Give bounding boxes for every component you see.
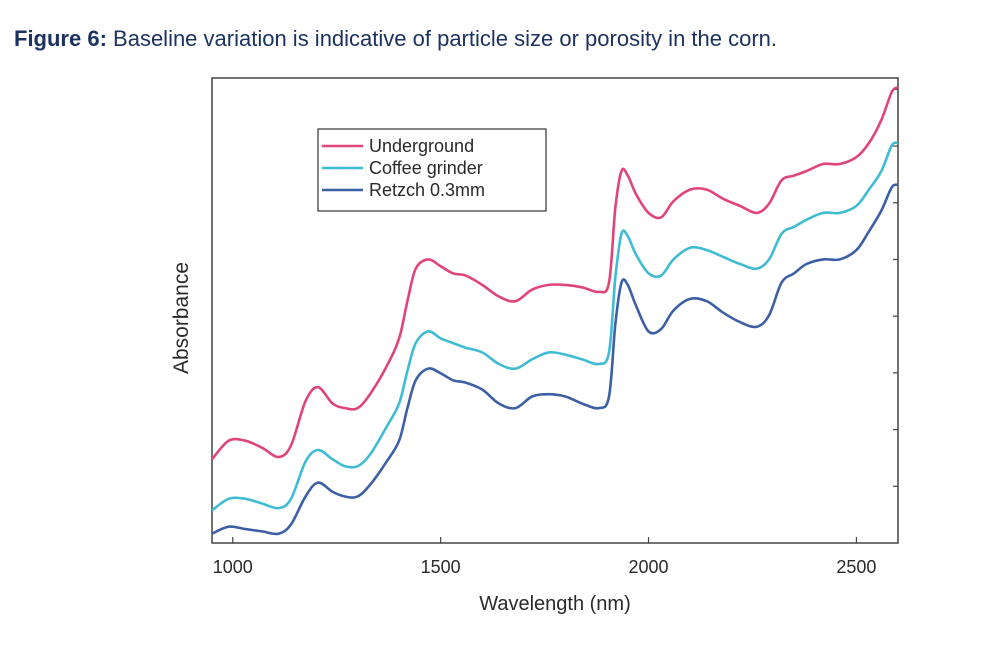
figure-caption-text: Baseline variation is indicative of part… <box>113 26 778 51</box>
x-axis-label: Wavelength (nm) <box>479 593 631 615</box>
legend-label-retzch: Retzch 0.3mm <box>369 180 485 200</box>
x-tick-label-2000: 2000 <box>629 557 669 577</box>
legend-label-underground: Underground <box>369 136 474 156</box>
y-axis-label: Absorbance <box>170 262 193 374</box>
x-axis-ticks: 1000 1500 2000 2500 <box>213 537 876 577</box>
x-tick-label-2500: 2500 <box>836 557 876 577</box>
series-line-underground <box>211 86 899 461</box>
legend-label-coffee-grinder: Coffee grinder <box>369 158 483 178</box>
series-line-coffee-grinder <box>211 141 899 512</box>
series-line-retzch-0-3mm <box>211 183 899 536</box>
figure-caption-prefix: Figure 6: <box>14 26 107 51</box>
x-tick-label-1500: 1500 <box>421 557 461 577</box>
figure-caption: Figure 6: Baseline variation is indicati… <box>14 26 777 52</box>
plot-area-frame <box>211 77 899 544</box>
legend-box <box>317 128 547 212</box>
series-layer <box>211 86 899 536</box>
legend: Underground Coffee grinder Retzch 0.3mm <box>317 128 547 212</box>
x-tick-label-1000: 1000 <box>213 557 253 577</box>
